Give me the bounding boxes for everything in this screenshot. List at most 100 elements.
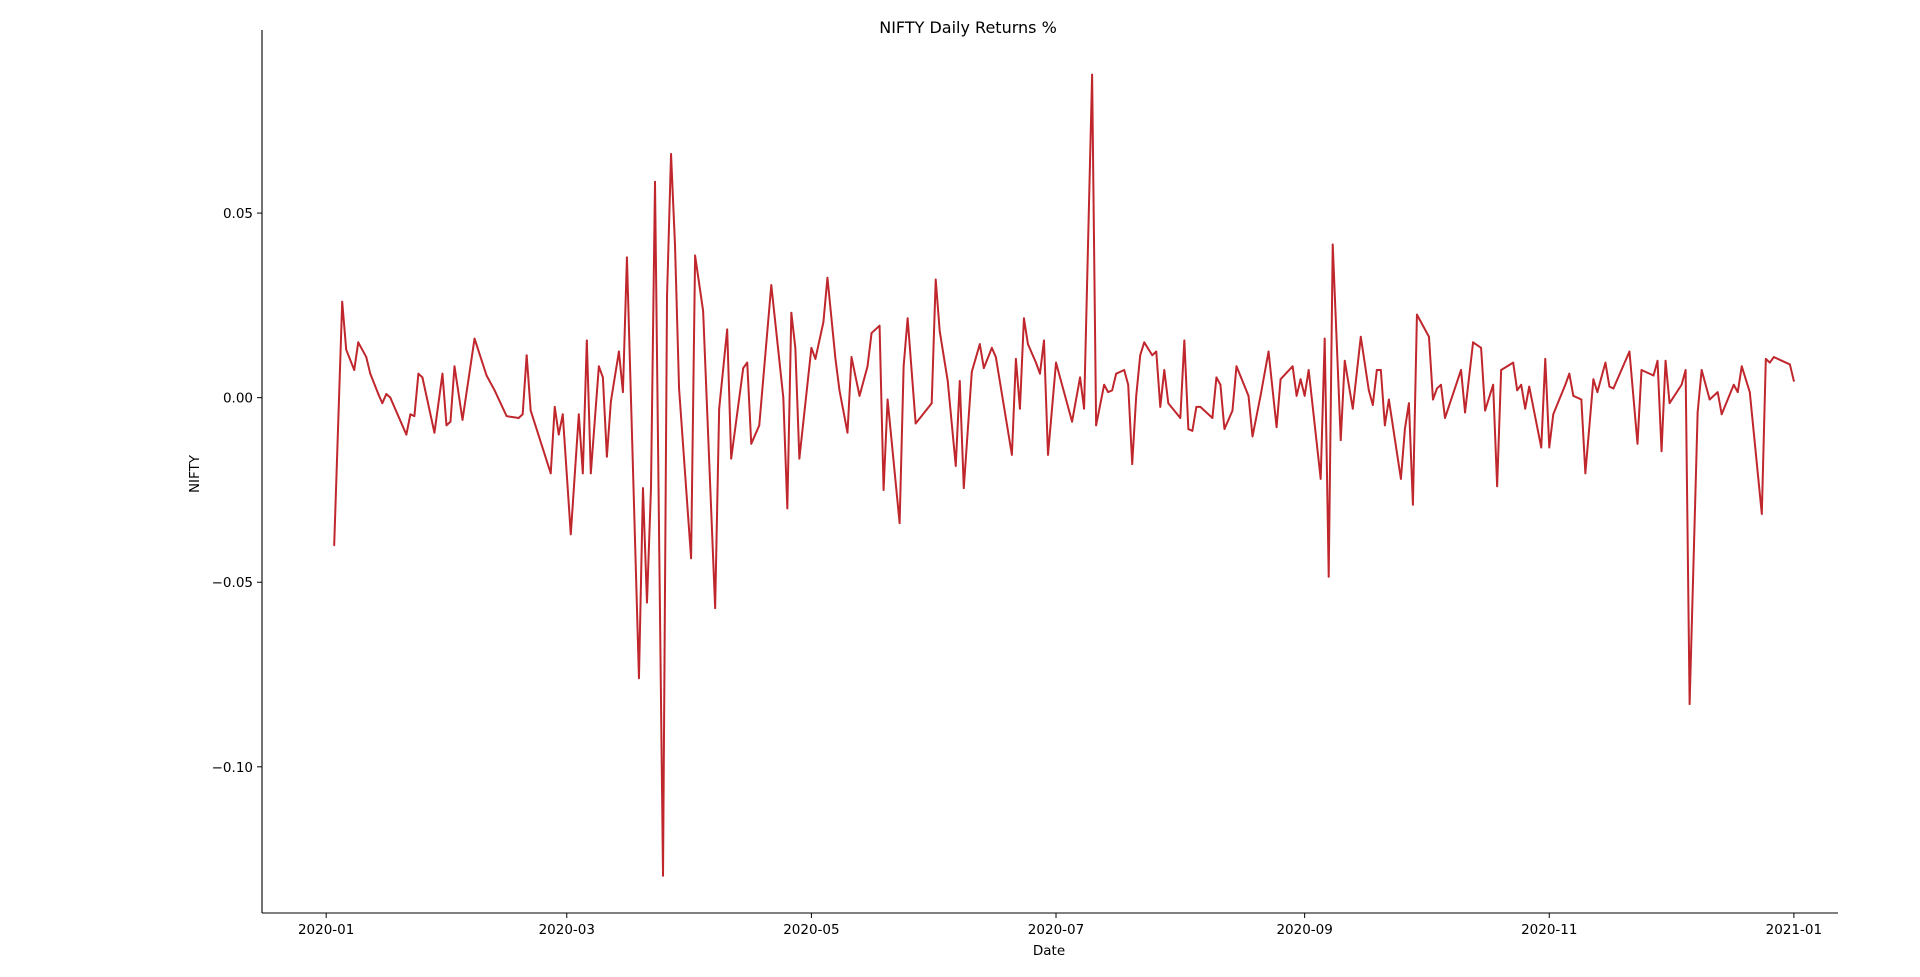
data-point: [1668, 402, 1671, 405]
y-tick-label: 0.00: [223, 391, 253, 407]
data-point: [694, 254, 696, 257]
data-point: [954, 465, 957, 467]
data-point: [670, 153, 672, 155]
data-point: [742, 367, 745, 370]
data-point: [1111, 389, 1114, 392]
data-point: [1636, 442, 1639, 445]
data-point: [1279, 378, 1282, 381]
data-point: [1412, 503, 1414, 506]
data-point: [1371, 404, 1374, 406]
plot-area: [333, 73, 1795, 877]
data-point: [1500, 369, 1503, 371]
data-point: [1215, 376, 1218, 379]
data-point: [1492, 383, 1495, 386]
y-axis-ticks: −0.10 −0.05 0.00 0.05: [212, 206, 262, 776]
data-point: [521, 413, 524, 416]
x-tick-label: 2020-09: [1276, 922, 1332, 938]
data-point: [1039, 372, 1041, 375]
data-point: [798, 457, 801, 460]
data-point: [1748, 391, 1751, 394]
data-point: [1764, 358, 1767, 360]
data-point: [1540, 446, 1543, 449]
data-point: [1548, 446, 1551, 449]
data-point: [902, 365, 905, 368]
data-point: [433, 431, 436, 434]
data-point: [1303, 394, 1306, 397]
data-point: [718, 407, 721, 410]
data-point: [1247, 394, 1250, 397]
data-point: [505, 415, 508, 418]
data-point: [1223, 428, 1226, 430]
data-point: [1628, 350, 1631, 353]
data-point: [970, 370, 973, 373]
data-point: [1035, 361, 1037, 364]
data-point: [958, 380, 961, 382]
data-point: [381, 402, 384, 405]
data-point: [581, 472, 584, 475]
data-point: [461, 418, 464, 421]
data-point: [1143, 341, 1146, 344]
data-point: [609, 400, 612, 403]
data-point: [377, 393, 380, 395]
data-point: [978, 343, 981, 346]
data-point: [1115, 372, 1118, 375]
data-point: [850, 356, 853, 358]
data-point: [1684, 369, 1687, 371]
data-point: [1404, 428, 1406, 430]
data-point: [1768, 361, 1771, 364]
data-point: [1652, 374, 1655, 377]
data-point: [758, 424, 761, 427]
data-point: [938, 330, 941, 333]
data-point: [726, 328, 729, 331]
data-point: [934, 278, 937, 281]
x-tick-label: 2020-05: [783, 922, 839, 938]
data-point: [822, 321, 825, 323]
y-tick-label: 0.05: [223, 206, 253, 222]
data-point: [1351, 407, 1354, 410]
data-point: [1399, 477, 1402, 480]
y-tick-label: −0.05: [212, 575, 253, 591]
data-point: [1083, 407, 1085, 410]
data-points: [333, 73, 1795, 877]
data-point: [1307, 369, 1310, 371]
data-point: [1323, 337, 1326, 340]
data-point: [1015, 358, 1017, 360]
data-point: [525, 354, 528, 357]
x-tick-label: 2020-11: [1521, 922, 1577, 938]
data-point: [1680, 383, 1683, 386]
data-point: [678, 387, 680, 390]
data-point: [1580, 398, 1583, 401]
data-point: [1708, 398, 1711, 401]
data-point: [906, 317, 909, 320]
data-point: [1656, 359, 1659, 362]
x-tick-label: 2020-07: [1028, 922, 1084, 938]
data-point: [1460, 369, 1462, 371]
data-point: [1151, 354, 1154, 357]
data-point: [1416, 313, 1418, 316]
data-point: [1291, 365, 1294, 368]
data-point: [1572, 394, 1575, 397]
data-point: [1604, 361, 1607, 364]
data-point: [622, 391, 624, 394]
data-point: [1592, 378, 1595, 381]
data-point: [1688, 703, 1691, 705]
data-point: [1584, 472, 1587, 475]
data-point: [1660, 450, 1663, 453]
data-point: [385, 393, 388, 395]
data-point: [866, 365, 869, 368]
data-point: [369, 372, 372, 375]
data-point: [810, 346, 813, 349]
data-point: [1011, 453, 1013, 456]
data-point: [441, 372, 444, 375]
x-tick-label: 2020-03: [539, 922, 595, 938]
x-tick-label: 2021-01: [1766, 922, 1822, 938]
data-point: [834, 358, 837, 360]
x-tick-label: 2020-01: [298, 922, 354, 938]
data-point: [569, 533, 572, 536]
data-point: [1107, 391, 1110, 394]
data-point: [782, 396, 785, 399]
data-point: [786, 507, 789, 510]
chart-title: NIFTY Daily Returns %: [879, 18, 1057, 37]
data-point: [662, 874, 664, 877]
data-point: [914, 422, 917, 425]
